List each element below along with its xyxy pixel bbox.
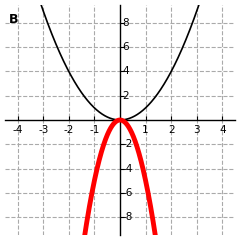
Text: 2: 2 [122,91,129,101]
Text: 6: 6 [122,42,129,52]
Text: -6: -6 [122,188,132,198]
Text: -4: -4 [12,125,23,135]
Text: B: B [9,13,18,26]
Text: 3: 3 [193,125,200,135]
Text: 2: 2 [168,125,174,135]
Text: 4: 4 [122,66,129,77]
Text: -2: -2 [64,125,74,135]
Text: -2: -2 [122,139,132,149]
Text: -4: -4 [122,163,132,174]
Text: -1: -1 [89,125,100,135]
Text: 4: 4 [219,125,226,135]
Text: -8: -8 [122,212,132,222]
Text: 1: 1 [142,125,149,135]
Text: 8: 8 [122,18,129,28]
Text: -3: -3 [38,125,48,135]
